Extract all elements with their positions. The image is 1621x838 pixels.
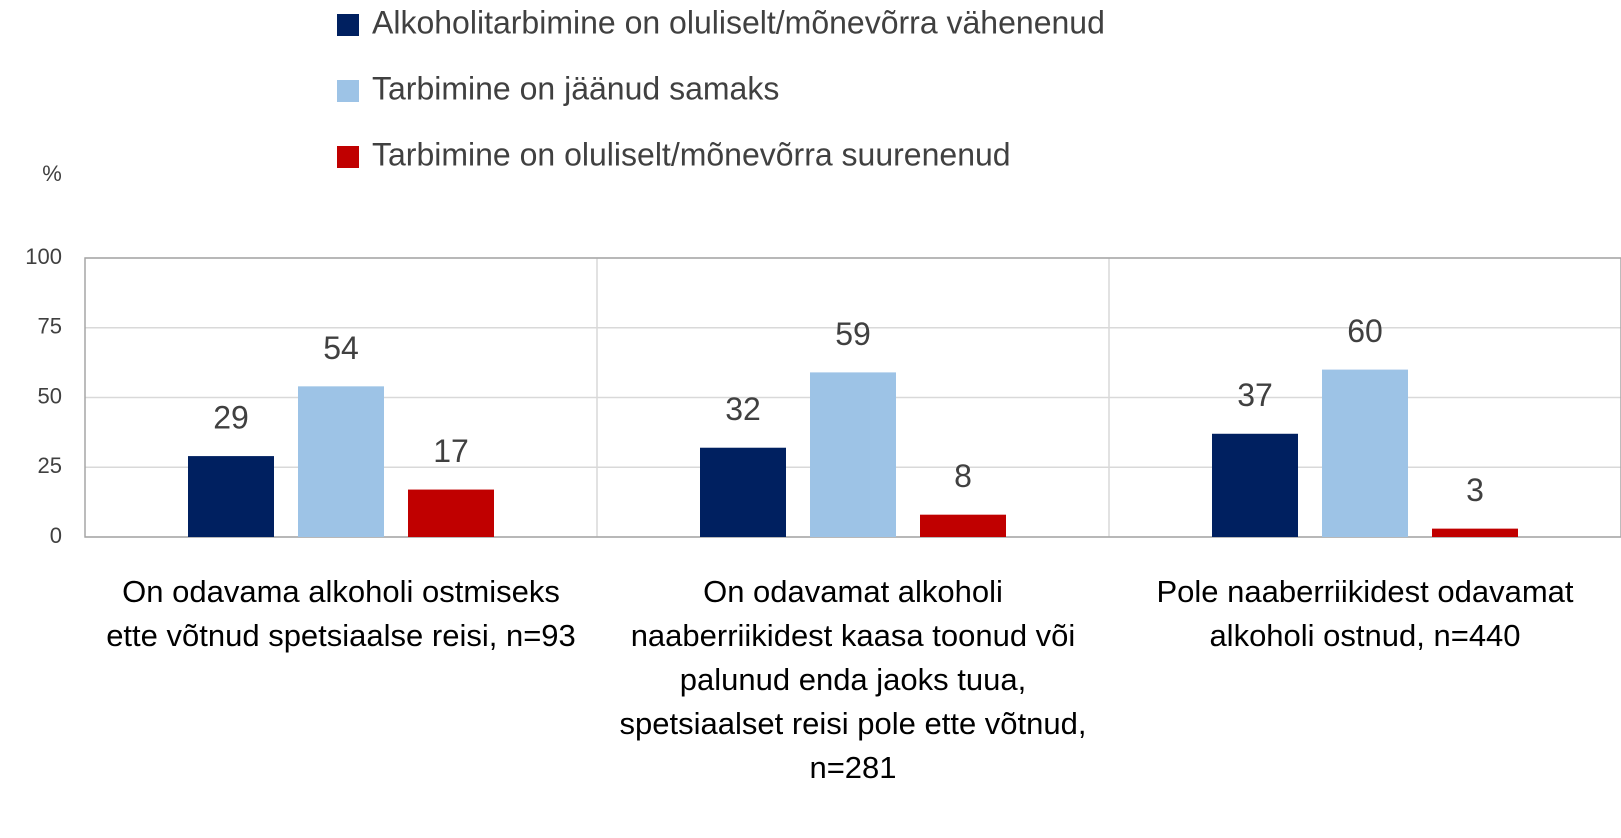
data-label: 60 (1347, 313, 1383, 349)
legend-label: Tarbimine on oluliselt/mõnevõrra suurene… (372, 136, 1011, 172)
bar (188, 456, 274, 537)
data-label: 3 (1466, 472, 1484, 508)
data-label: 37 (1237, 377, 1273, 413)
data-label: 32 (725, 391, 761, 427)
legend-swatch (337, 14, 359, 36)
bar (298, 386, 384, 537)
y-tick-label: 50 (38, 383, 62, 408)
y-tick-label: 25 (38, 453, 62, 478)
bar (1432, 528, 1518, 537)
x-tick-label: On odavama alkoholi ostmiseks ette võtnu… (106, 574, 576, 653)
legend-label: Tarbimine on jäänud samaks (372, 70, 779, 106)
data-label: 29 (213, 400, 249, 436)
legend-swatch (337, 80, 359, 102)
data-label: 8 (954, 458, 972, 494)
y-tick-label: 75 (38, 314, 62, 339)
bar (408, 489, 494, 537)
bar (700, 447, 786, 537)
y-tick-label: 100 (25, 244, 62, 269)
x-tick-label: On odavamat alkoholi naaberriikidest kaa… (619, 574, 1087, 785)
bar (810, 372, 896, 537)
x-tick-label: Pole naaberriikidest odavamat alkoholi o… (1156, 574, 1574, 653)
y-tick-label: 0 (50, 523, 62, 548)
data-label: 54 (323, 330, 359, 366)
bar (920, 514, 1006, 537)
bar (1322, 369, 1408, 537)
legend-label: Alkoholitarbimine on oluliselt/mõnevõrra… (372, 4, 1105, 40)
legend-swatch (337, 146, 359, 168)
y-axis-label: % (42, 161, 62, 186)
bar (1212, 433, 1298, 537)
data-label: 17 (433, 433, 469, 469)
data-label: 59 (835, 316, 871, 352)
